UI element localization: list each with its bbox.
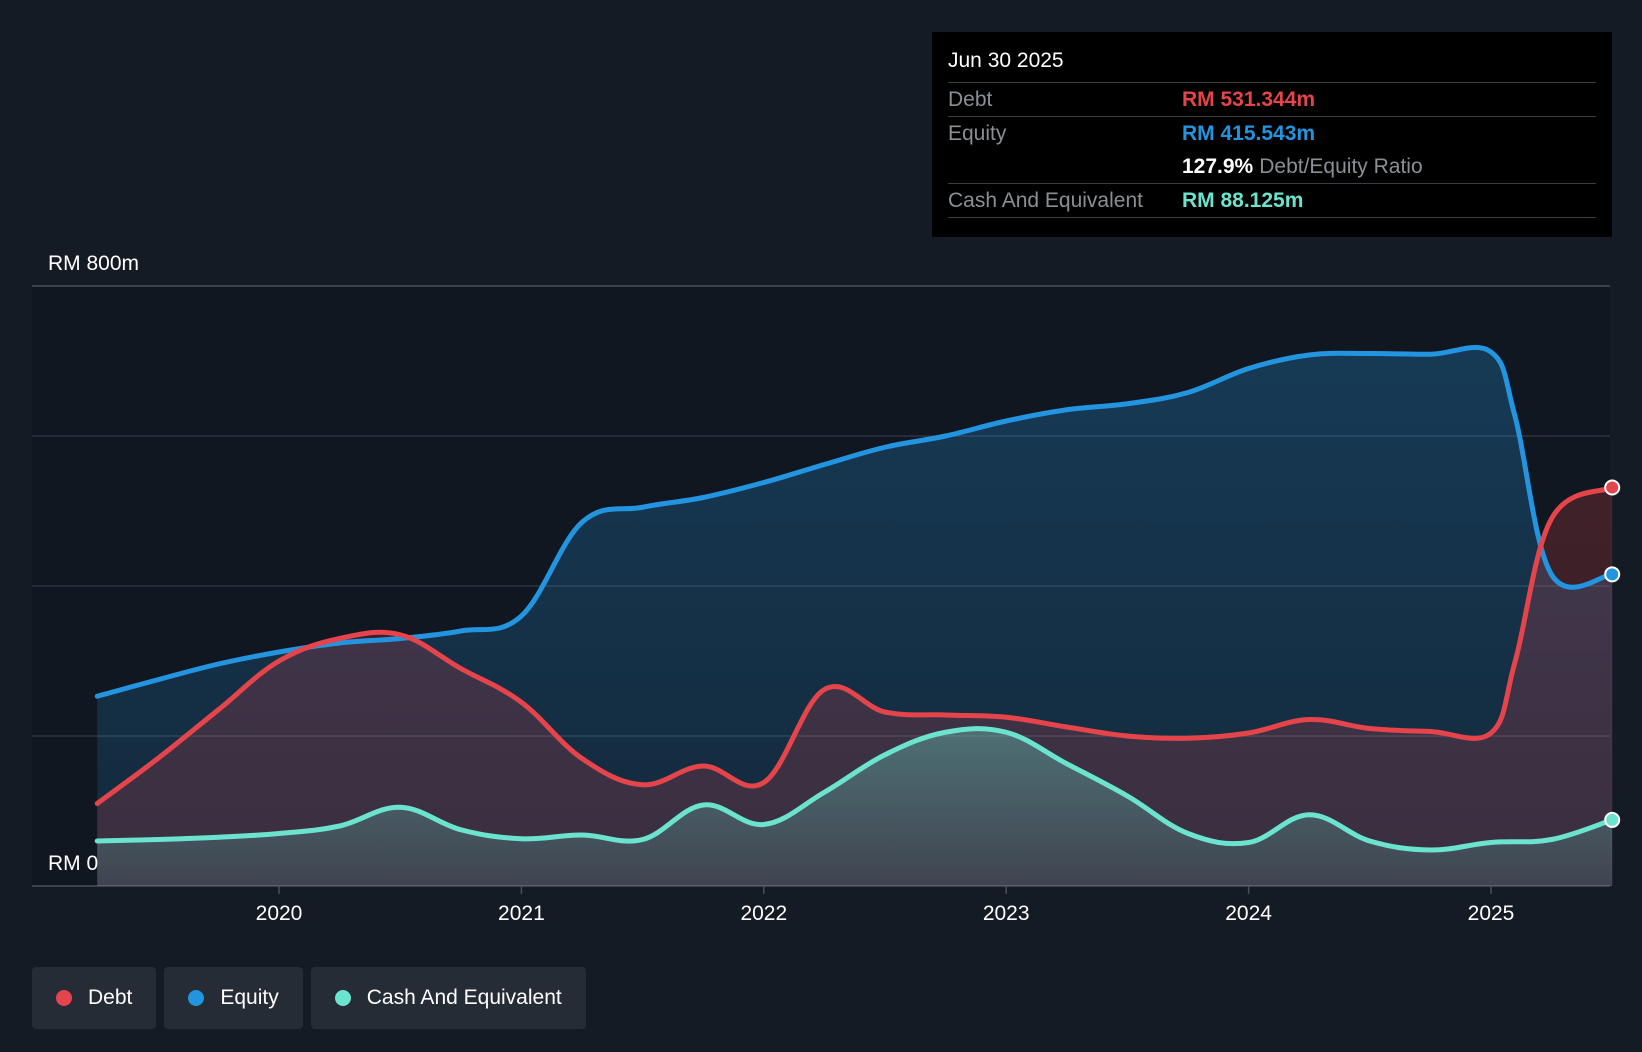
- debt-dot-icon: [56, 990, 72, 1006]
- y-axis-label-top: RM 800m: [48, 252, 139, 275]
- tooltip-equity-label: Equity: [948, 122, 1007, 145]
- cash-dot-icon: [334, 990, 351, 1006]
- debt-line: [94, 484, 1615, 806]
- tooltip-panel: Jun 30 2025 Debt RM 531.344m Equity RM 4…: [932, 32, 1612, 237]
- tooltip-cash-value: RM 88.125m: [1182, 189, 1304, 212]
- tooltip-debt-label: Debt: [948, 88, 993, 111]
- tooltip-ratio-label: Debt/Equity Ratio: [1259, 155, 1423, 178]
- tooltip-debt-value: RM 531.344m: [1182, 88, 1316, 111]
- x-axis-ticks: 2020 2021 2022 2023 2024 2025: [256, 886, 1515, 925]
- cash-and-equivalent-endpoint[interactable]: [1604, 811, 1621, 828]
- series-areas: [97, 347, 1613, 886]
- legend-item-cash[interactable]: Cash And Equivalent: [310, 967, 586, 1029]
- y-axis-label-bottom: RM 0: [48, 852, 98, 875]
- x-tick-label-2020: 2020: [256, 902, 303, 925]
- legend: Debt Equity Cash And Equivalent: [32, 967, 586, 1029]
- legend-label-equity: Equity: [220, 986, 279, 1009]
- legend-item-debt[interactable]: Debt: [32, 967, 157, 1029]
- tooltip-ratio-value: 127.9%: [1182, 155, 1254, 178]
- debt-endpoint[interactable]: [1604, 479, 1621, 496]
- tooltip-equity-row: Equity RM 415.543m: [948, 117, 1596, 150]
- tooltip-cash-row: Cash And Equivalent RM 88.125m: [948, 184, 1596, 218]
- equity-dot-icon: [188, 990, 205, 1006]
- tooltip-date: Jun 30 2025: [948, 46, 1596, 83]
- cash-and-equivalent-line: [94, 726, 1615, 853]
- debt-area: [97, 487, 1613, 886]
- tooltip-debt-row: Debt RM 531.344m: [948, 83, 1596, 117]
- x-tick-label-2025: 2025: [1468, 902, 1515, 925]
- x-tick-label-2021: 2021: [498, 902, 545, 925]
- series-lines: [94, 344, 1615, 853]
- legend-label-cash: Cash And Equivalent: [366, 986, 562, 1009]
- tooltip-cash-label: Cash And Equivalent: [948, 189, 1143, 212]
- legend-item-equity[interactable]: Equity: [164, 967, 303, 1029]
- equity-endpoint[interactable]: [1604, 566, 1621, 583]
- x-tick-label-2023: 2023: [983, 902, 1030, 925]
- equity-line: [94, 344, 1615, 699]
- cash-and-equivalent-area: [97, 728, 1613, 886]
- legend-label-debt: Debt: [88, 986, 133, 1009]
- series-endpoints: [1604, 479, 1621, 828]
- x-tick-label-2024: 2024: [1225, 902, 1272, 925]
- x-tick-label-2022: 2022: [740, 902, 787, 925]
- tooltip-equity-value: RM 415.543m: [1182, 122, 1316, 145]
- tooltip-ratio-row: 127.9% Debt/Equity Ratio: [948, 150, 1596, 184]
